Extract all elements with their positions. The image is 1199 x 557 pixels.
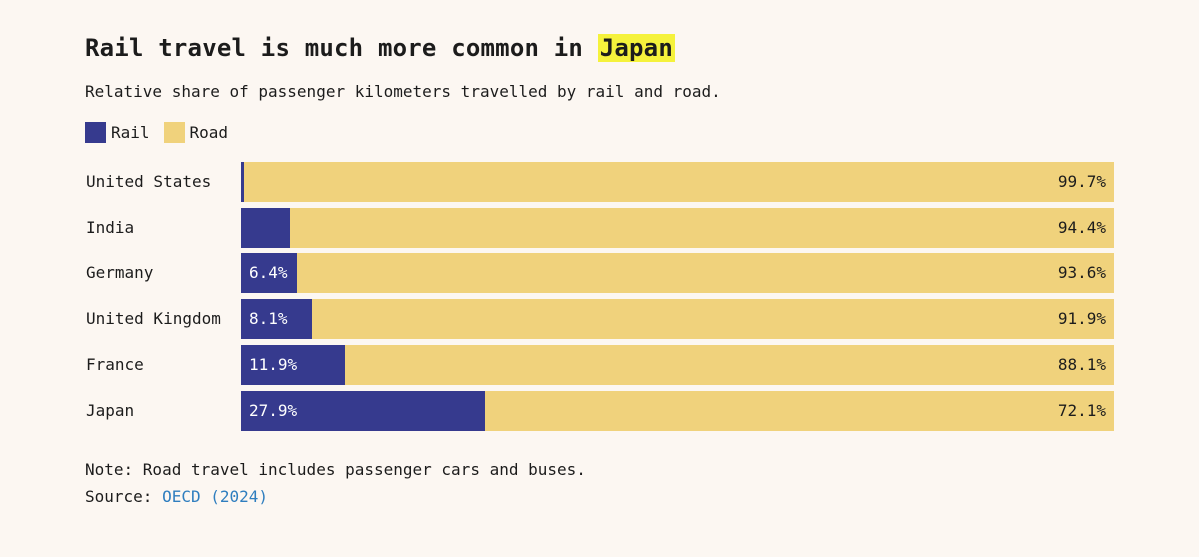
- bar-row: United States 99.7%: [0, 162, 1199, 202]
- road-bar: 6.4% 93.6%: [241, 253, 1114, 293]
- bar-row: India 94.4%: [0, 208, 1199, 248]
- chart-note: Note: Road travel includes passenger car…: [85, 460, 586, 479]
- bar-row: Japan 27.9% 72.1%: [0, 391, 1199, 431]
- category-label: Germany: [86, 263, 154, 282]
- bar-row: Germany 6.4% 93.6%: [0, 253, 1199, 293]
- legend-label-road: Road: [189, 123, 229, 142]
- road-value-label: 91.9%: [1057, 309, 1106, 328]
- rail-bar: [241, 391, 485, 431]
- road-bar: 11.9% 88.1%: [241, 345, 1114, 385]
- legend: Rail Road: [85, 122, 242, 143]
- rail-value-label: 27.9%: [249, 401, 298, 420]
- legend-swatch-road: [163, 122, 185, 143]
- category-label: United Kingdom: [86, 309, 221, 328]
- bar-row: France 11.9% 88.1%: [0, 345, 1199, 385]
- rail-value-label: 11.9%: [249, 355, 298, 374]
- category-label: India: [86, 218, 135, 237]
- source-prefix: Source:: [85, 487, 163, 506]
- road-bar: 27.9% 72.1%: [241, 391, 1114, 431]
- road-bar: 8.1% 91.9%: [241, 299, 1114, 339]
- legend-item-road: Road: [163, 122, 229, 143]
- title-text: Rail travel is much more common in: [85, 34, 598, 62]
- road-bar: 94.4%: [241, 208, 1114, 248]
- road-value-label: 99.7%: [1057, 172, 1106, 191]
- chart-source: Source: OECD (2024): [85, 487, 268, 506]
- rail-bar: [241, 299, 312, 339]
- rail-bar: [241, 253, 297, 293]
- category-label: Japan: [86, 401, 135, 420]
- rail-bar: [241, 345, 345, 385]
- chart-title: Rail travel is much more common in Japan: [85, 34, 675, 62]
- legend-item-rail: Rail: [85, 122, 150, 143]
- category-label: United States: [86, 172, 212, 191]
- rail-value-label: 6.4%: [249, 263, 288, 282]
- category-label: France: [86, 355, 144, 374]
- road-value-label: 93.6%: [1057, 263, 1106, 282]
- legend-swatch-rail: [85, 122, 106, 143]
- road-bar: 99.7%: [241, 162, 1114, 202]
- rail-value-label: 8.1%: [249, 309, 288, 328]
- title-highlight: Japan: [597, 34, 675, 62]
- chart-subtitle: Relative share of passenger kilometers t…: [85, 82, 721, 101]
- source-link[interactable]: OECD (2024): [162, 487, 269, 506]
- rail-bar: [241, 208, 290, 248]
- road-value-label: 72.1%: [1057, 401, 1106, 420]
- legend-label-rail: Rail: [111, 123, 150, 142]
- road-value-label: 94.4%: [1057, 218, 1106, 237]
- road-value-label: 88.1%: [1057, 355, 1106, 374]
- bar-row: United Kingdom 8.1% 91.9%: [0, 299, 1199, 339]
- rail-bar: [241, 162, 244, 202]
